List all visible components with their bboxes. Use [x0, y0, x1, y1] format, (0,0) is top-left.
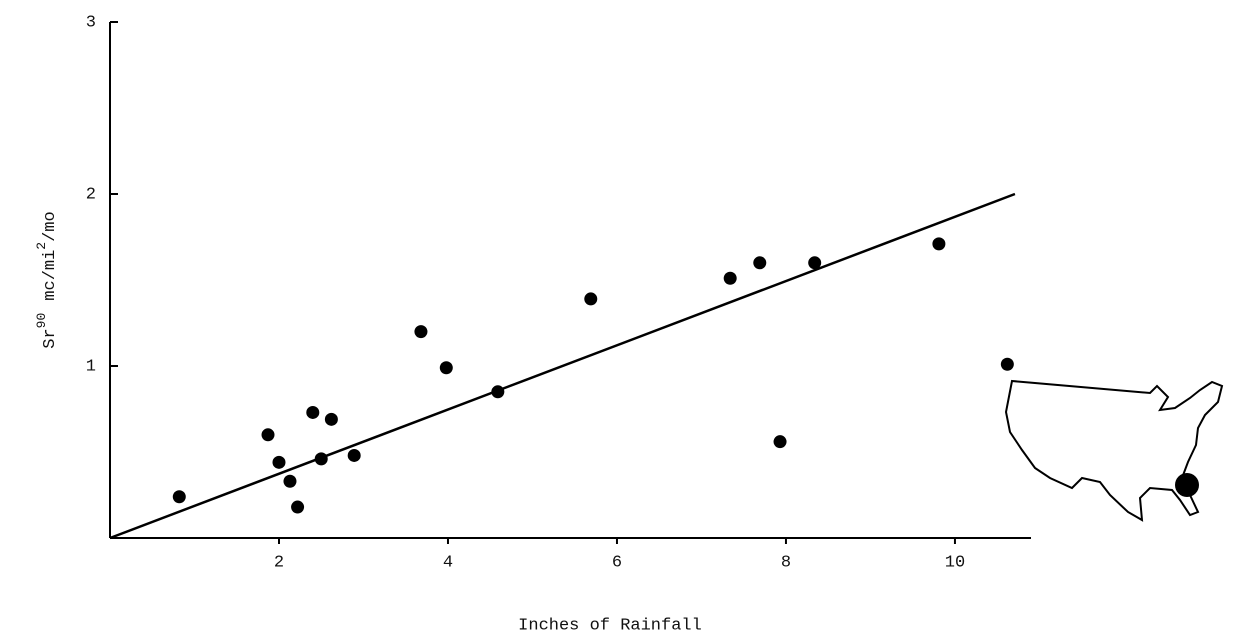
- point: [584, 292, 598, 306]
- x-tick-label: 8: [781, 553, 791, 572]
- y-label-sup: 90: [34, 313, 49, 329]
- y-label-sup: 2: [34, 242, 49, 250]
- point: [491, 385, 505, 399]
- point: [306, 405, 320, 419]
- x-axis-label: Inches of Rainfall: [518, 616, 702, 635]
- point: [1000, 357, 1014, 371]
- point: [172, 490, 186, 504]
- point: [723, 271, 737, 285]
- point: [324, 412, 338, 426]
- us-outline: [1004, 379, 1224, 522]
- y-label-part: Sr: [41, 328, 60, 348]
- point: [439, 361, 453, 375]
- point: [272, 455, 286, 469]
- location-dot: [1175, 473, 1199, 497]
- y-axis-label: Sr90 mc/mi2/mo: [34, 211, 60, 348]
- map-inset: [1004, 379, 1224, 522]
- fit-line: [109, 192, 1016, 540]
- y-tick-label: 2: [86, 185, 96, 204]
- y-label-part: /mo: [41, 211, 60, 242]
- x-tick-label: 10: [945, 553, 965, 572]
- point: [347, 448, 361, 462]
- point: [414, 325, 428, 339]
- point: [261, 428, 275, 442]
- x-tick-label: 4: [443, 553, 453, 572]
- y-tick-label: 3: [86, 13, 96, 32]
- y-tick-label: 1: [86, 357, 96, 376]
- point: [291, 500, 305, 514]
- y-label-part: mc/mi: [41, 250, 60, 301]
- x-tick-label: 6: [612, 553, 622, 572]
- point: [314, 452, 328, 466]
- point: [283, 474, 297, 488]
- point: [773, 435, 787, 449]
- point: [932, 237, 946, 251]
- x-tick-label: 2: [274, 553, 284, 572]
- point: [753, 256, 767, 270]
- point: [808, 256, 822, 270]
